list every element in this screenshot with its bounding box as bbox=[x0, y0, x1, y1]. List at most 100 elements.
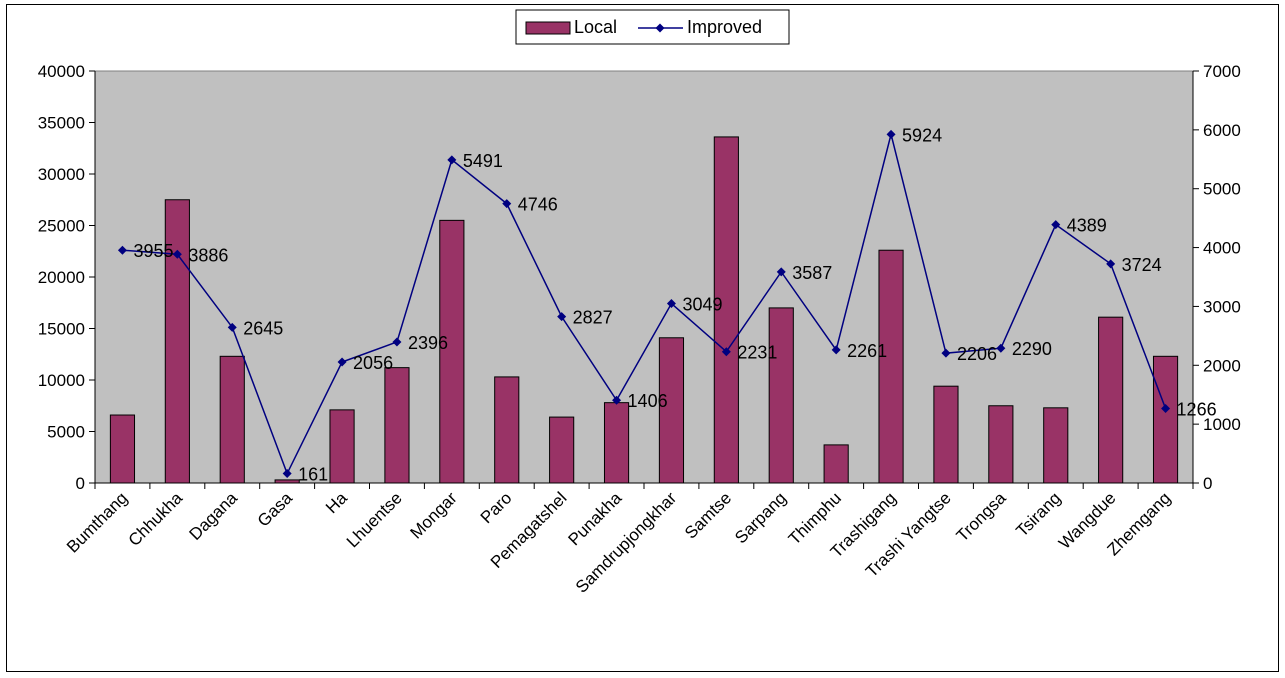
x-tick-label: Trongsa bbox=[953, 488, 1010, 545]
data-label-improved: 3886 bbox=[188, 245, 228, 265]
y-right-tick-label: 2000 bbox=[1203, 356, 1241, 375]
x-tick-label: Lhuentse bbox=[343, 488, 406, 551]
bar-tsirang bbox=[1043, 407, 1069, 484]
y-right-tick-label: 6000 bbox=[1203, 121, 1241, 140]
data-label-improved: 2261 bbox=[847, 341, 887, 361]
y-right-tick-label: 5000 bbox=[1203, 180, 1241, 199]
bar-wangdue bbox=[1098, 316, 1124, 484]
marker-trashi-yangtse bbox=[941, 348, 951, 358]
bar-ha bbox=[329, 409, 355, 484]
legend-label-improved: Improved bbox=[687, 17, 762, 37]
y-left-tick-label: 20000 bbox=[38, 268, 85, 287]
bar-lhuentse bbox=[384, 367, 410, 484]
line-improved-path bbox=[122, 134, 1167, 476]
bar-punakha bbox=[603, 402, 630, 484]
legend-label-local: Local bbox=[574, 17, 617, 37]
bar-samtse bbox=[713, 136, 739, 484]
y-left-tick-label: 30000 bbox=[38, 165, 85, 184]
data-label-improved: 4389 bbox=[1067, 216, 1107, 236]
marker-samdrupjongkhar bbox=[666, 299, 676, 309]
x-tick-label: Sarpang bbox=[731, 488, 790, 547]
data-label-improved: 3049 bbox=[682, 295, 722, 315]
x-tick-label: Samtse bbox=[681, 488, 735, 542]
x-tick-label: Dagana bbox=[186, 488, 242, 544]
plot-area bbox=[94, 70, 1194, 484]
legend: Local Improved bbox=[515, 9, 790, 45]
y-left-tick-label: 5000 bbox=[47, 423, 85, 442]
plot-background bbox=[94, 70, 1194, 484]
data-label-improved: 2645 bbox=[243, 318, 283, 338]
marker-ha bbox=[337, 357, 347, 367]
marker-paro bbox=[502, 199, 512, 209]
x-tick-label: Gasa bbox=[254, 488, 297, 531]
x-tick-label: Bumthang bbox=[63, 488, 131, 556]
line-improved bbox=[117, 129, 1171, 479]
data-label-improved: 3587 bbox=[792, 263, 832, 283]
marker-lhuentse bbox=[392, 337, 402, 347]
x-tick-label: Chhukha bbox=[125, 488, 187, 550]
marker-thimphu bbox=[831, 345, 841, 355]
data-label-improved: 2396 bbox=[408, 333, 448, 353]
y-right-tick-label: 4000 bbox=[1203, 239, 1241, 258]
y-left-tick-label: 40000 bbox=[38, 62, 85, 81]
x-tick-label: Samdrupjongkhar bbox=[572, 488, 681, 597]
marker-gasa bbox=[282, 469, 292, 479]
legend-marker-improved bbox=[655, 23, 665, 33]
bar-thimphu bbox=[823, 444, 849, 484]
data-label-improved: 3955 bbox=[133, 241, 173, 261]
data-label-improved: 3724 bbox=[1122, 255, 1162, 275]
marker-wangdue bbox=[1106, 259, 1116, 269]
data-label-improved: 5924 bbox=[902, 125, 942, 145]
data-label-improved: 4746 bbox=[518, 195, 558, 215]
bar-bumthang bbox=[109, 414, 136, 484]
bar-samdrupjongkhar bbox=[658, 337, 685, 484]
bar-pemagatshel bbox=[549, 416, 575, 484]
marker-sarpang bbox=[776, 267, 786, 277]
bar-trashigang bbox=[878, 249, 904, 484]
bar-trongsa bbox=[988, 405, 1014, 484]
y-left-tick-label: 25000 bbox=[38, 217, 85, 236]
marker-pemagatshel bbox=[557, 312, 567, 322]
marker-punakha bbox=[612, 395, 622, 405]
bars-local bbox=[109, 136, 1179, 484]
y-right-tick-label: 3000 bbox=[1203, 297, 1241, 316]
y-left-tick-label: 0 bbox=[76, 474, 85, 493]
marker-samtse bbox=[721, 347, 731, 357]
data-label-improved: 161 bbox=[298, 465, 328, 485]
x-tick-label: Tsirang bbox=[1012, 488, 1064, 540]
data-label-improved: 2206 bbox=[957, 344, 997, 364]
x-tick-label: Ha bbox=[322, 488, 351, 517]
marker-tsirang bbox=[1051, 220, 1061, 230]
marker-mongar bbox=[447, 155, 457, 165]
y-left-tick-label: 10000 bbox=[38, 371, 85, 390]
data-label-improved: 1266 bbox=[1177, 399, 1217, 419]
marker-trongsa bbox=[996, 343, 1006, 353]
bar-paro bbox=[494, 376, 520, 484]
y-right-tick-label: 1000 bbox=[1203, 415, 1241, 434]
data-label-improved: 5491 bbox=[463, 151, 503, 171]
data-label-improved: 2290 bbox=[1012, 339, 1052, 359]
bar-trashi-yangtse bbox=[933, 385, 959, 484]
bar-dagana bbox=[219, 355, 245, 484]
bar-zhemgang bbox=[1152, 355, 1179, 484]
data-labels: 3955 3886 2645 161 2056 2396 5491 4746 2827 1406 3… bbox=[133, 125, 1216, 484]
x-tick-label: Mongar bbox=[406, 488, 460, 542]
y-left-tick-label: 35000 bbox=[38, 114, 85, 133]
marker-trashigang bbox=[886, 129, 896, 139]
data-label-improved: 2056 bbox=[353, 353, 393, 373]
data-label-improved: 2231 bbox=[737, 343, 777, 363]
y-right-tick-label: 0 bbox=[1203, 474, 1212, 493]
data-label-improved: 1406 bbox=[628, 391, 668, 411]
bar-mongar bbox=[439, 219, 465, 484]
y-left-tick-label: 15000 bbox=[38, 320, 85, 339]
legend-swatch-local bbox=[525, 21, 571, 35]
x-tick-label: Paro bbox=[477, 488, 516, 527]
marker-dagana bbox=[227, 322, 237, 332]
marker-chhukha bbox=[172, 249, 182, 259]
data-label-improved: 2827 bbox=[573, 308, 613, 328]
y-right-tick-label: 7000 bbox=[1203, 62, 1241, 81]
marker-zhemgang bbox=[1161, 403, 1171, 413]
bar-sarpang bbox=[768, 307, 794, 484]
marker-bumthang bbox=[117, 245, 127, 255]
